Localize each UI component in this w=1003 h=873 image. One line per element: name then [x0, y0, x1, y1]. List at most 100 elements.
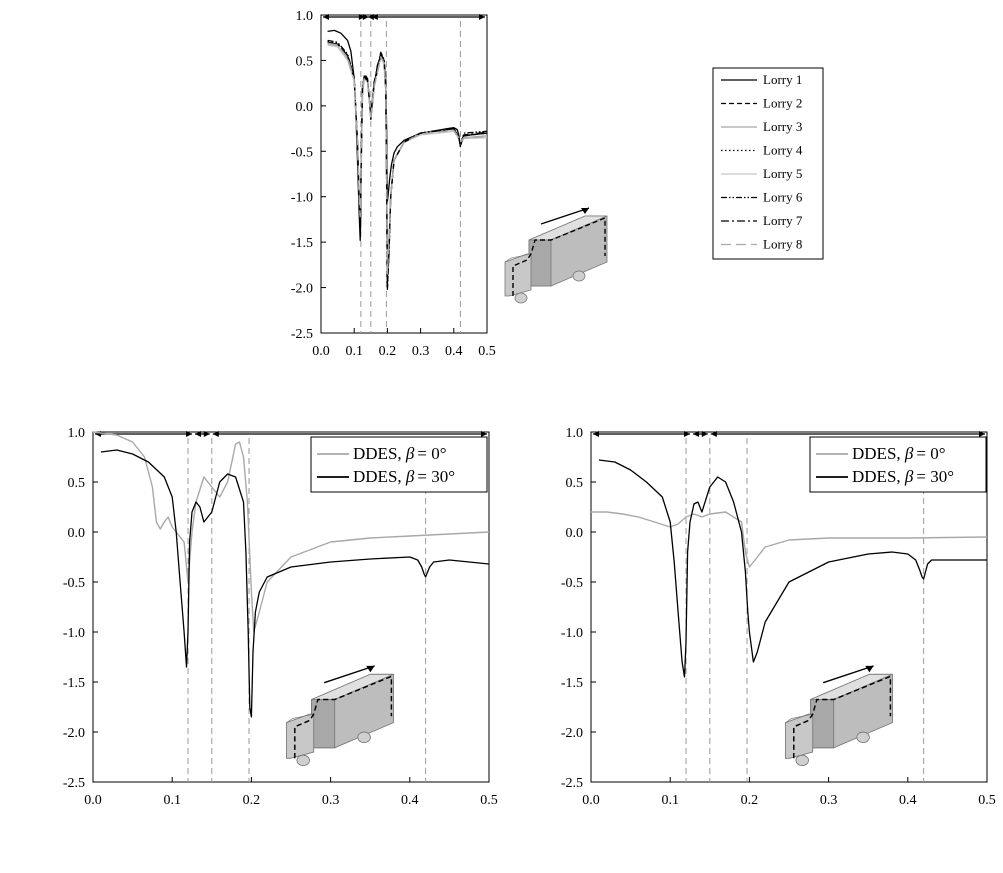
series-line-1 [327, 41, 488, 289]
y-tick-label: 0.0 [296, 100, 314, 115]
legend-entry: Lorry 6 [763, 190, 803, 205]
truck-box-front [311, 699, 336, 749]
truck-illustration [285, 665, 394, 767]
truck-circuit-path [793, 675, 892, 759]
chart-panel-a: 1.0 0.5 0.0 -0.5 -1.0 -1.5 -2.0 -2.5 0.0 0.1 0.2 0.… [291, 9, 824, 359]
legend-entry: Lorry 1 [763, 72, 802, 87]
x-tick-label: 0.3 [820, 793, 838, 808]
y-tick-label: -0.5 [63, 576, 85, 591]
legend-entry: Lorry 3 [763, 119, 802, 134]
legend-entry: DDES, β = 30° [852, 467, 954, 486]
series-line-5 [327, 39, 488, 291]
x-tick-label: 0.1 [163, 793, 181, 808]
truck-circuit-path [294, 675, 393, 759]
truck-illustration [504, 207, 608, 304]
y-tick-label: 1.0 [296, 9, 314, 24]
legend-entry: Lorry 2 [763, 96, 802, 111]
cab-segment-arrow-head-right [358, 14, 365, 20]
truck-box-front [810, 699, 835, 749]
box-segment-arrow-head-right [479, 14, 485, 20]
series-line-6 [327, 41, 488, 280]
legend-entry: Lorry 8 [763, 237, 802, 252]
box-segment-arrow-head-left [710, 431, 717, 437]
plot-frame [320, 14, 488, 334]
x-tick-label: 0.1 [345, 344, 363, 359]
cab-top-segment-arrow-head-left [195, 431, 202, 437]
series-line-7 [327, 42, 488, 275]
x-tick-label: 0.2 [379, 344, 397, 359]
x-tick-label: 0.4 [899, 793, 917, 808]
direction-arrow-head [865, 665, 874, 673]
legend: DDES, β = 0° DDES, β = 30° [809, 436, 987, 493]
legend-entry-beta: β [904, 467, 914, 486]
y-tick-label: 0.5 [566, 476, 584, 491]
legend-entry-angle: = 30° [417, 467, 455, 486]
legend-box [712, 67, 824, 260]
x-tick-label: 0.3 [322, 793, 340, 808]
cab-top-segment-arrow-head-left [367, 14, 374, 20]
legend-entry-angle: = 0° [417, 444, 446, 463]
legend-box [809, 436, 987, 493]
legend: Lorry 1 Lorry 2 Lorry 3 Lorry 4 Lorry 5 Lorry… [712, 67, 824, 260]
box-segment-arrow-head-left [371, 14, 378, 20]
series-line-0 [591, 511, 988, 568]
chart-panel-b: 1.0 0.5 0.0 -0.5 -1.0 -1.5 -2.0 -2.5 0.0 0.1 0.2 0.… [63, 426, 498, 808]
y-tick-label: -0.5 [561, 576, 583, 591]
y-tick-label: 0.5 [68, 476, 86, 491]
x-tick-label: 0.4 [401, 793, 419, 808]
legend-entry-beta: β [904, 444, 914, 463]
truck-wheel-front [296, 754, 310, 767]
x-tick-label: 0.5 [478, 344, 496, 359]
truck-circuit-path [512, 216, 606, 296]
y-tick-label: 1.0 [566, 426, 584, 441]
truck-wheel-rear [357, 731, 371, 743]
box-segment-arrow-head-right [481, 431, 487, 437]
legend-entry: Lorry 7 [763, 213, 803, 228]
legend-entry-beta: β [405, 444, 415, 463]
x-tick-label: 0.0 [582, 793, 600, 808]
series-line-1 [598, 459, 987, 678]
truck-wheel-rear [856, 731, 870, 743]
y-tick-label: -2.5 [561, 776, 583, 791]
y-tick-label: -2.0 [63, 726, 85, 741]
cab-top-segment-arrow-head-left [693, 431, 700, 437]
x-tick-label: 0.0 [84, 793, 102, 808]
y-tick-label: -1.0 [291, 191, 313, 206]
x-tick-label: 0.5 [978, 793, 996, 808]
legend-entry-prefix: DDES, [353, 467, 406, 486]
truck-wheel-front [795, 754, 809, 767]
x-tick-label: 0.2 [741, 793, 759, 808]
y-tick-label: -1.0 [63, 626, 85, 641]
legend: DDES, β = 0° DDES, β = 30° [310, 436, 488, 493]
x-tick-label: 0.3 [412, 344, 430, 359]
y-tick-label: 0.0 [566, 526, 584, 541]
y-tick-label: -1.0 [561, 626, 583, 641]
direction-arrow [822, 665, 874, 684]
y-tick-label: -1.5 [561, 676, 583, 691]
y-tick-label: 0.5 [296, 54, 314, 69]
y-tick-label: -1.5 [63, 676, 85, 691]
legend-entry-angle: = 0° [916, 444, 945, 463]
plot-frame [590, 431, 988, 783]
direction-arrow-head [581, 208, 589, 214]
cab-segment-arrow-head-left [593, 431, 599, 437]
y-tick-label: -2.0 [561, 726, 583, 741]
box-segment-arrow-head-left [212, 431, 219, 437]
x-tick-label: 0.1 [661, 793, 679, 808]
x-tick-label: 0.2 [243, 793, 261, 808]
legend-entry-beta: β [405, 467, 415, 486]
y-tick-label: -2.5 [63, 776, 85, 791]
chart-panel-c: 1.0 0.5 0.0 -0.5 -1.0 -1.5 -2.0 -2.5 0.0 0.1 0.2 0.… [561, 426, 996, 808]
legend-entry-prefix: DDES, [852, 467, 905, 486]
legend-entry-prefix: DDES, [353, 444, 406, 463]
plot-frame [92, 431, 490, 783]
series-line-1 [100, 449, 490, 718]
legend-entry: Lorry 5 [763, 166, 802, 181]
y-tick-label: -2.0 [291, 282, 313, 297]
y-tick-label: -0.5 [291, 145, 313, 160]
cab-top-segment-arrow-head-right [203, 431, 210, 437]
box-segment-arrow-head-right [979, 431, 985, 437]
legend-entry: DDES, β = 0° [852, 444, 946, 463]
truck-wheel-rear [572, 270, 586, 282]
